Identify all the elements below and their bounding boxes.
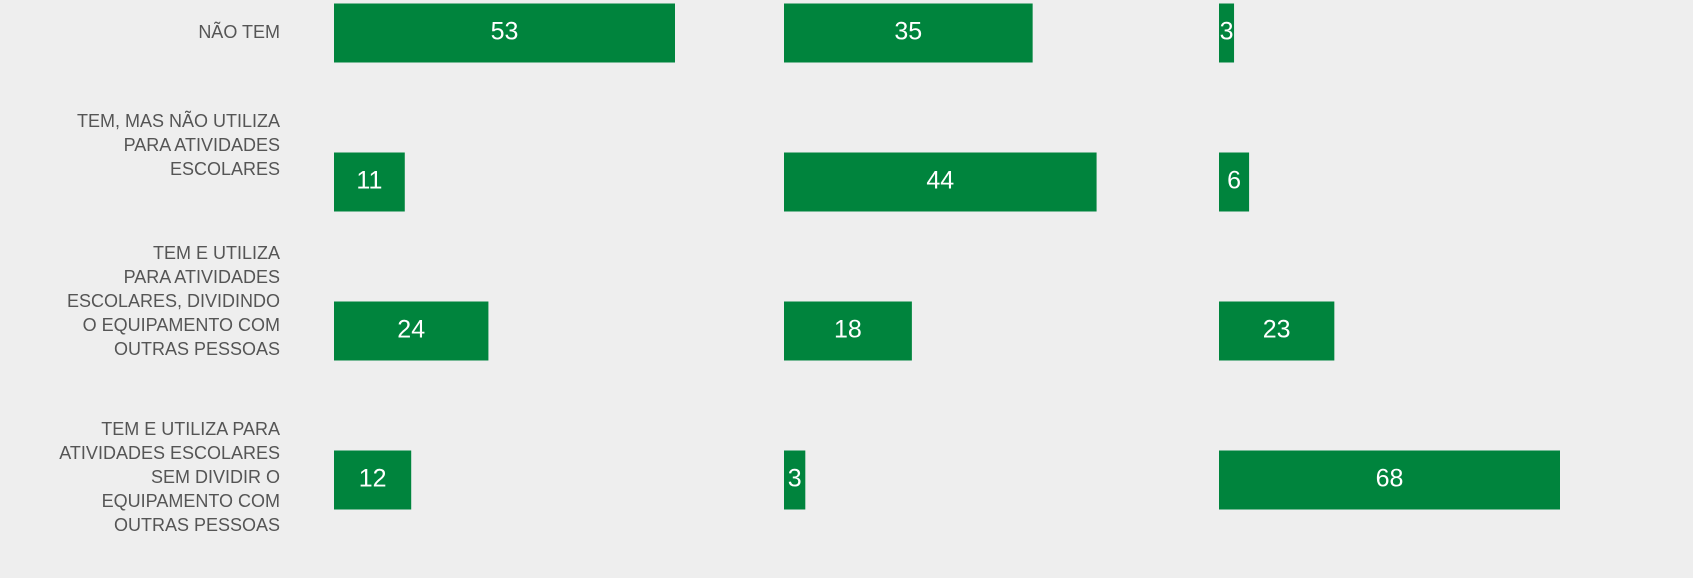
category-label: TEM, MAS NÃO UTILIZA PARA ATIVIDADES ESCOL… (77, 110, 280, 179)
bar (784, 152, 1097, 212)
category-label: TEM E UTILIZA PARA ATIVIDADES ESCOLARES SE… (59, 419, 280, 535)
category-label: TEM E UTILIZA PARA ATIVIDADES ESCOLARES, D… (67, 243, 280, 359)
bar (1219, 301, 1335, 361)
bar (334, 301, 489, 361)
value-label: 53 (491, 18, 519, 46)
bar (784, 3, 1033, 63)
value-label: 24 (397, 316, 425, 344)
bar (1219, 450, 1560, 510)
bar (784, 450, 806, 510)
value-label: 6 (1227, 167, 1241, 195)
value-label: 12 (359, 465, 387, 493)
value-label: 44 (926, 167, 954, 195)
bar (334, 152, 405, 212)
bar (1219, 152, 1250, 212)
value-label: 23 (1263, 316, 1291, 344)
value-label: 3 (788, 465, 802, 493)
value-label: 18 (834, 316, 862, 344)
category-label: NÃO TEM (198, 21, 280, 42)
bar (334, 450, 412, 510)
bar (334, 3, 675, 63)
value-label: 35 (894, 18, 922, 46)
bar (1219, 3, 1235, 63)
value-label: 3 (1220, 18, 1234, 46)
value-label: 68 (1376, 465, 1404, 493)
value-label: 11 (356, 167, 382, 195)
bar (784, 301, 912, 361)
